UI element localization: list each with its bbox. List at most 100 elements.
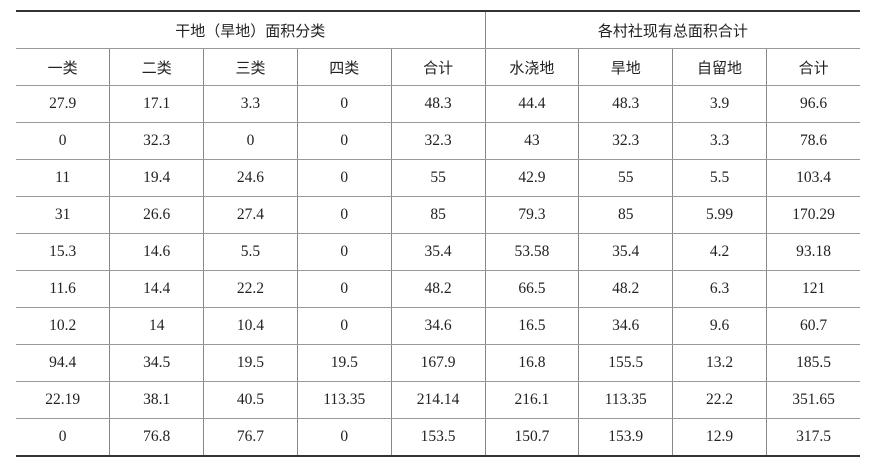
table-cell: 27.4 xyxy=(203,196,298,234)
column-header: 水浇地 xyxy=(484,48,580,86)
table-cell: 351.65 xyxy=(765,381,861,419)
table-cell: 48.3 xyxy=(390,85,486,123)
table-cell: 5.5 xyxy=(203,233,298,271)
table-cell: 10.4 xyxy=(203,307,298,345)
table-cell: 0 xyxy=(203,122,298,160)
table-cell: 4.2 xyxy=(672,233,767,271)
table-cell: 34.6 xyxy=(578,307,674,345)
table-cell: 3.3 xyxy=(203,85,298,123)
table-cell: 22.2 xyxy=(672,381,767,419)
table-cell: 9.6 xyxy=(672,307,767,345)
group-header-dryland: 干地（旱地）面积分类 xyxy=(16,10,486,49)
table-cell: 15.3 xyxy=(16,233,111,271)
table-cell: 121 xyxy=(765,270,861,308)
table-cell: 10.2 xyxy=(16,307,111,345)
table-cell: 0 xyxy=(296,196,392,234)
table-body: 27.9 17.1 3.3 0 48.3 44.4 48.3 3.9 96.6 0 32.3 0 0 32… xyxy=(16,85,861,457)
column-header: 二类 xyxy=(109,48,205,86)
table-cell: 317.5 xyxy=(765,418,861,457)
table-cell: 5.99 xyxy=(672,196,767,234)
table-cell: 22.19 xyxy=(16,381,111,419)
table-cell: 35.4 xyxy=(390,233,486,271)
table-cell: 76.7 xyxy=(203,418,298,457)
table-cell: 185.5 xyxy=(765,344,861,382)
table-cell: 5.5 xyxy=(672,159,767,197)
table-cell: 48.2 xyxy=(390,270,486,308)
table-cell: 85 xyxy=(390,196,486,234)
table-cell: 32.3 xyxy=(109,122,205,160)
table-row: 10.2 14 10.4 0 34.6 16.5 34.6 9.6 60.7 xyxy=(16,307,861,345)
table-cell: 78.6 xyxy=(765,122,861,160)
table-cell: 11.6 xyxy=(16,270,111,308)
table-cell: 16.8 xyxy=(484,344,580,382)
table-cell: 0 xyxy=(296,85,392,123)
table-cell: 167.9 xyxy=(390,344,486,382)
table-cell: 0 xyxy=(296,418,392,457)
table-cell: 60.7 xyxy=(765,307,861,345)
table-cell: 153.9 xyxy=(578,418,674,457)
table-cell: 214.14 xyxy=(390,381,486,419)
table-row: 94.4 34.5 19.5 19.5 167.9 16.8 155.5 13.2 185.5 xyxy=(16,344,861,382)
column-header: 旱地 xyxy=(578,48,674,86)
table-cell: 14 xyxy=(109,307,205,345)
table-cell: 34.6 xyxy=(390,307,486,345)
table-cell: 19.5 xyxy=(203,344,298,382)
column-header: 合计 xyxy=(390,48,486,86)
table-cell: 150.7 xyxy=(484,418,580,457)
table-cell: 12.9 xyxy=(672,418,767,457)
table-cell: 113.35 xyxy=(578,381,674,419)
column-header-row: 一类 二类 三类 四类 合计 水浇地 旱地 自留地 合计 xyxy=(16,48,861,86)
table-cell: 113.35 xyxy=(296,381,392,419)
table-cell: 3.3 xyxy=(672,122,767,160)
table-cell: 44.4 xyxy=(484,85,580,123)
table-cell: 19.4 xyxy=(109,159,205,197)
table-cell: 79.3 xyxy=(484,196,580,234)
table-cell: 14.4 xyxy=(109,270,205,308)
table-cell: 0 xyxy=(16,418,111,457)
table-cell: 11 xyxy=(16,159,111,197)
table-cell: 55 xyxy=(578,159,674,197)
table-cell: 42.9 xyxy=(484,159,580,197)
column-header: 自留地 xyxy=(672,48,767,86)
column-header: 一类 xyxy=(16,48,111,86)
table-cell: 94.4 xyxy=(16,344,111,382)
table-cell: 27.9 xyxy=(16,85,111,123)
table-cell: 13.2 xyxy=(672,344,767,382)
table-row: 11 19.4 24.6 0 55 42.9 55 5.5 103.4 xyxy=(16,159,861,197)
table-cell: 16.5 xyxy=(484,307,580,345)
table-cell: 96.6 xyxy=(765,85,861,123)
table-cell: 85 xyxy=(578,196,674,234)
land-area-table: 干地（旱地）面积分类 各村社现有总面积合计 一类 二类 三类 四类 合计 水浇地 旱地 自留地… xyxy=(16,10,861,457)
table-cell: 0 xyxy=(296,307,392,345)
table-cell: 93.18 xyxy=(765,233,861,271)
table-row: 27.9 17.1 3.3 0 48.3 44.4 48.3 3.9 96.6 xyxy=(16,85,861,123)
table-cell: 14.6 xyxy=(109,233,205,271)
table-cell: 43 xyxy=(484,122,580,160)
group-header-total-area: 各村社现有总面积合计 xyxy=(484,10,861,49)
table-row: 31 26.6 27.4 0 85 79.3 85 5.99 170.29 xyxy=(16,196,861,234)
table-cell: 0 xyxy=(296,122,392,160)
table-cell: 0 xyxy=(296,159,392,197)
table-row: 15.3 14.6 5.5 0 35.4 53.58 35.4 4.2 93.18 xyxy=(16,233,861,271)
table-cell: 24.6 xyxy=(203,159,298,197)
table-cell: 76.8 xyxy=(109,418,205,457)
table-cell: 19.5 xyxy=(296,344,392,382)
table-cell: 38.1 xyxy=(109,381,205,419)
table-row: 0 76.8 76.7 0 153.5 150.7 153.9 12.9 317.5 xyxy=(16,418,861,457)
column-header: 三类 xyxy=(203,48,298,86)
table-cell: 0 xyxy=(296,233,392,271)
table-cell: 55 xyxy=(390,159,486,197)
table-cell: 32.3 xyxy=(390,122,486,160)
table-cell: 26.6 xyxy=(109,196,205,234)
table-cell: 22.2 xyxy=(203,270,298,308)
table-cell: 34.5 xyxy=(109,344,205,382)
table-cell: 170.29 xyxy=(765,196,861,234)
table-cell: 6.3 xyxy=(672,270,767,308)
table-cell: 53.58 xyxy=(484,233,580,271)
table-cell: 17.1 xyxy=(109,85,205,123)
group-header-row: 干地（旱地）面积分类 各村社现有总面积合计 xyxy=(16,10,861,49)
table-cell: 35.4 xyxy=(578,233,674,271)
table-cell: 31 xyxy=(16,196,111,234)
table-row: 11.6 14.4 22.2 0 48.2 66.5 48.2 6.3 121 xyxy=(16,270,861,308)
column-header: 合计 xyxy=(765,48,861,86)
